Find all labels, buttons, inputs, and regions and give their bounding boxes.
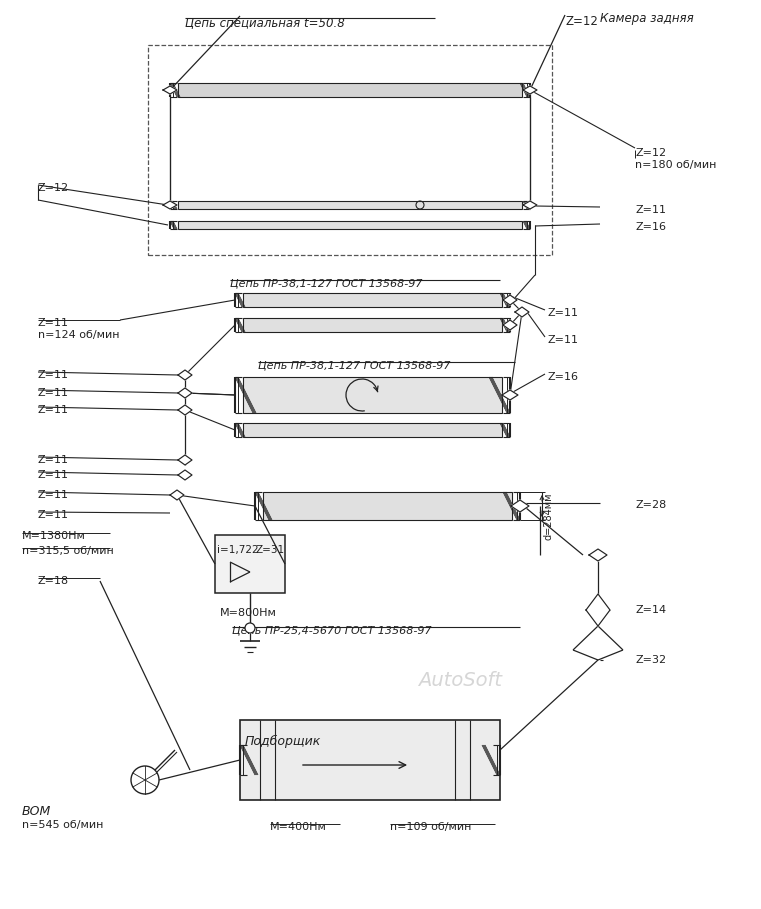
Text: Цепь ПР-38,1-127 ГОСТ 13568-97: Цепь ПР-38,1-127 ГОСТ 13568-97 [230,278,422,288]
Text: n=109 об/мин: n=109 об/мин [390,822,471,832]
Text: Z=11: Z=11 [38,455,69,465]
Text: Z=16: Z=16 [635,222,666,232]
Circle shape [245,623,255,633]
Text: Z=12
n=180 об/мин: Z=12 n=180 об/мин [635,148,716,170]
Bar [178,201,522,209]
Bar [243,318,502,332]
Text: Z=11: Z=11 [38,405,69,415]
Polygon shape [523,201,537,209]
Text: Z=16: Z=16 [548,372,579,382]
Polygon shape [178,470,192,480]
Polygon shape [511,500,529,512]
Polygon shape [586,594,610,626]
Text: n=545 об/мин: n=545 об/мин [22,820,103,830]
Circle shape [131,766,159,794]
Bar [243,377,502,413]
Text: Z=11: Z=11 [38,388,69,398]
Bar [178,221,522,229]
Polygon shape [515,307,529,317]
Polygon shape [503,295,517,305]
Text: М=1380Нм: М=1380Нм [22,531,86,541]
Polygon shape [163,201,177,209]
Text: М=800Нм: М=800Нм [220,608,277,618]
Bar [215,535,285,593]
Polygon shape [178,388,192,398]
Polygon shape [170,490,184,500]
Text: Z=12: Z=12 [565,15,598,28]
Text: Z=12: Z=12 [38,183,69,193]
Polygon shape [178,405,192,415]
Polygon shape [502,390,518,400]
Text: Z=28: Z=28 [635,500,666,510]
Text: Z=11: Z=11 [38,490,69,500]
Text: Z=31: Z=31 [255,545,284,555]
Polygon shape [503,320,517,330]
Text: Камера задняя: Камера задняя [600,12,694,25]
Polygon shape [178,455,192,465]
Polygon shape [163,86,177,94]
Polygon shape [589,549,607,561]
Text: ВОМ: ВОМ [22,805,51,818]
Text: Z=11: Z=11 [548,308,579,318]
Text: Z=11
n=124 об/мин: Z=11 n=124 об/мин [38,318,119,340]
Bar [243,293,502,307]
Text: AutoSoft: AutoSoft [418,671,502,690]
Text: Z=11: Z=11 [548,335,579,345]
Text: Z=11: Z=11 [38,370,69,380]
Bar [243,423,502,437]
Text: М=400Нм: М=400Нм [270,822,327,832]
Text: Z=11: Z=11 [38,510,69,520]
Text: Z=32: Z=32 [635,655,666,665]
Text: Цепь ПР-25,4-5670 ГОСТ 13568-97: Цепь ПР-25,4-5670 ГОСТ 13568-97 [232,625,431,635]
Bar [263,492,512,520]
Text: Цепь специальная t=50.8: Цепь специальная t=50.8 [185,16,345,29]
Text: d=284мм: d=284мм [544,492,554,540]
Bar [148,45,552,255]
Text: Z=18: Z=18 [38,576,69,586]
Text: Z=11: Z=11 [38,470,69,480]
Bar [240,720,500,800]
Text: Подборщик: Подборщик [245,735,321,748]
Text: i=1,722: i=1,722 [217,545,259,555]
Text: n=315,5 об/мин: n=315,5 об/мин [22,546,113,556]
Text: Z=14: Z=14 [635,605,666,615]
Polygon shape [523,86,537,94]
Text: Z=11: Z=11 [635,205,666,215]
Polygon shape [178,370,192,380]
Text: Цепь ПР-38,1-127 ГОСТ 13568-97: Цепь ПР-38,1-127 ГОСТ 13568-97 [258,360,451,370]
Bar [178,83,522,97]
